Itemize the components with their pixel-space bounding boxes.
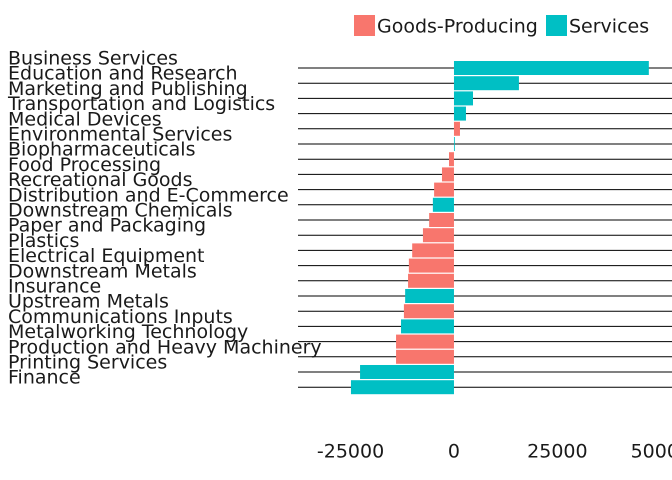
y-tick-label: Production and Heavy Machinery [8, 336, 322, 358]
bar [453, 61, 649, 75]
y-tick-label: Food Processing [8, 154, 161, 176]
bar [408, 273, 454, 288]
bar [453, 91, 474, 106]
bar [405, 289, 454, 303]
y-tick-label: Electrical Equipment [8, 245, 205, 267]
y-tick-label: Printing Services [8, 352, 167, 374]
bar [401, 319, 454, 334]
bar [360, 365, 454, 379]
bar [412, 243, 454, 258]
y-tick-label: Transportation and Logistics [7, 93, 275, 115]
bar [449, 152, 454, 167]
y-tick-label: Finance [8, 367, 81, 389]
bar [453, 76, 519, 91]
bar [434, 182, 454, 197]
y-tick-label: Marketing and Publishing [8, 78, 248, 100]
bar [432, 197, 454, 212]
y-tick-label: Education and Research [8, 63, 238, 85]
bar [441, 167, 454, 182]
x-tick-label: 0 [448, 441, 460, 463]
y-tick-label: Recreational Goods [8, 169, 193, 191]
bar [396, 349, 454, 364]
y-tick-label: Environmental Services [8, 124, 232, 146]
legend-swatch [354, 15, 375, 36]
bar [422, 228, 454, 243]
legend-label: Goods-Producing [377, 16, 538, 38]
bar [408, 258, 454, 273]
bar [429, 213, 454, 227]
legend-label: Services [569, 16, 649, 38]
y-tick-label: Medical Devices [8, 108, 162, 130]
x-tick-label: -25000 [317, 441, 384, 463]
y-tick-label: Communications Inputs [8, 306, 233, 328]
y-tick-label: Downstream Chemicals [8, 200, 233, 222]
y-tick-label: Distribution and E-Commerce [8, 184, 289, 206]
y-tick-label: Downstream Metals [8, 260, 197, 282]
y-tick-label: Insurance [8, 276, 101, 298]
y-tick-label: Plastics [8, 230, 79, 252]
y-tick-label: Metalworking Technology [8, 321, 248, 343]
y-tick-label: Paper and Packaging [8, 215, 206, 237]
y-tick-label: Business Services [8, 48, 178, 70]
y-tick-label: Biopharmaceuticals [8, 139, 196, 161]
bar [453, 121, 460, 136]
x-tick-label: 25000 [527, 441, 587, 463]
y-tick-label: Upstream Metals [8, 291, 169, 313]
bar [403, 304, 454, 319]
bar [453, 106, 466, 121]
bar [350, 380, 454, 395]
bar [453, 137, 455, 151]
legend-swatch [546, 15, 567, 36]
bar [396, 334, 454, 349]
